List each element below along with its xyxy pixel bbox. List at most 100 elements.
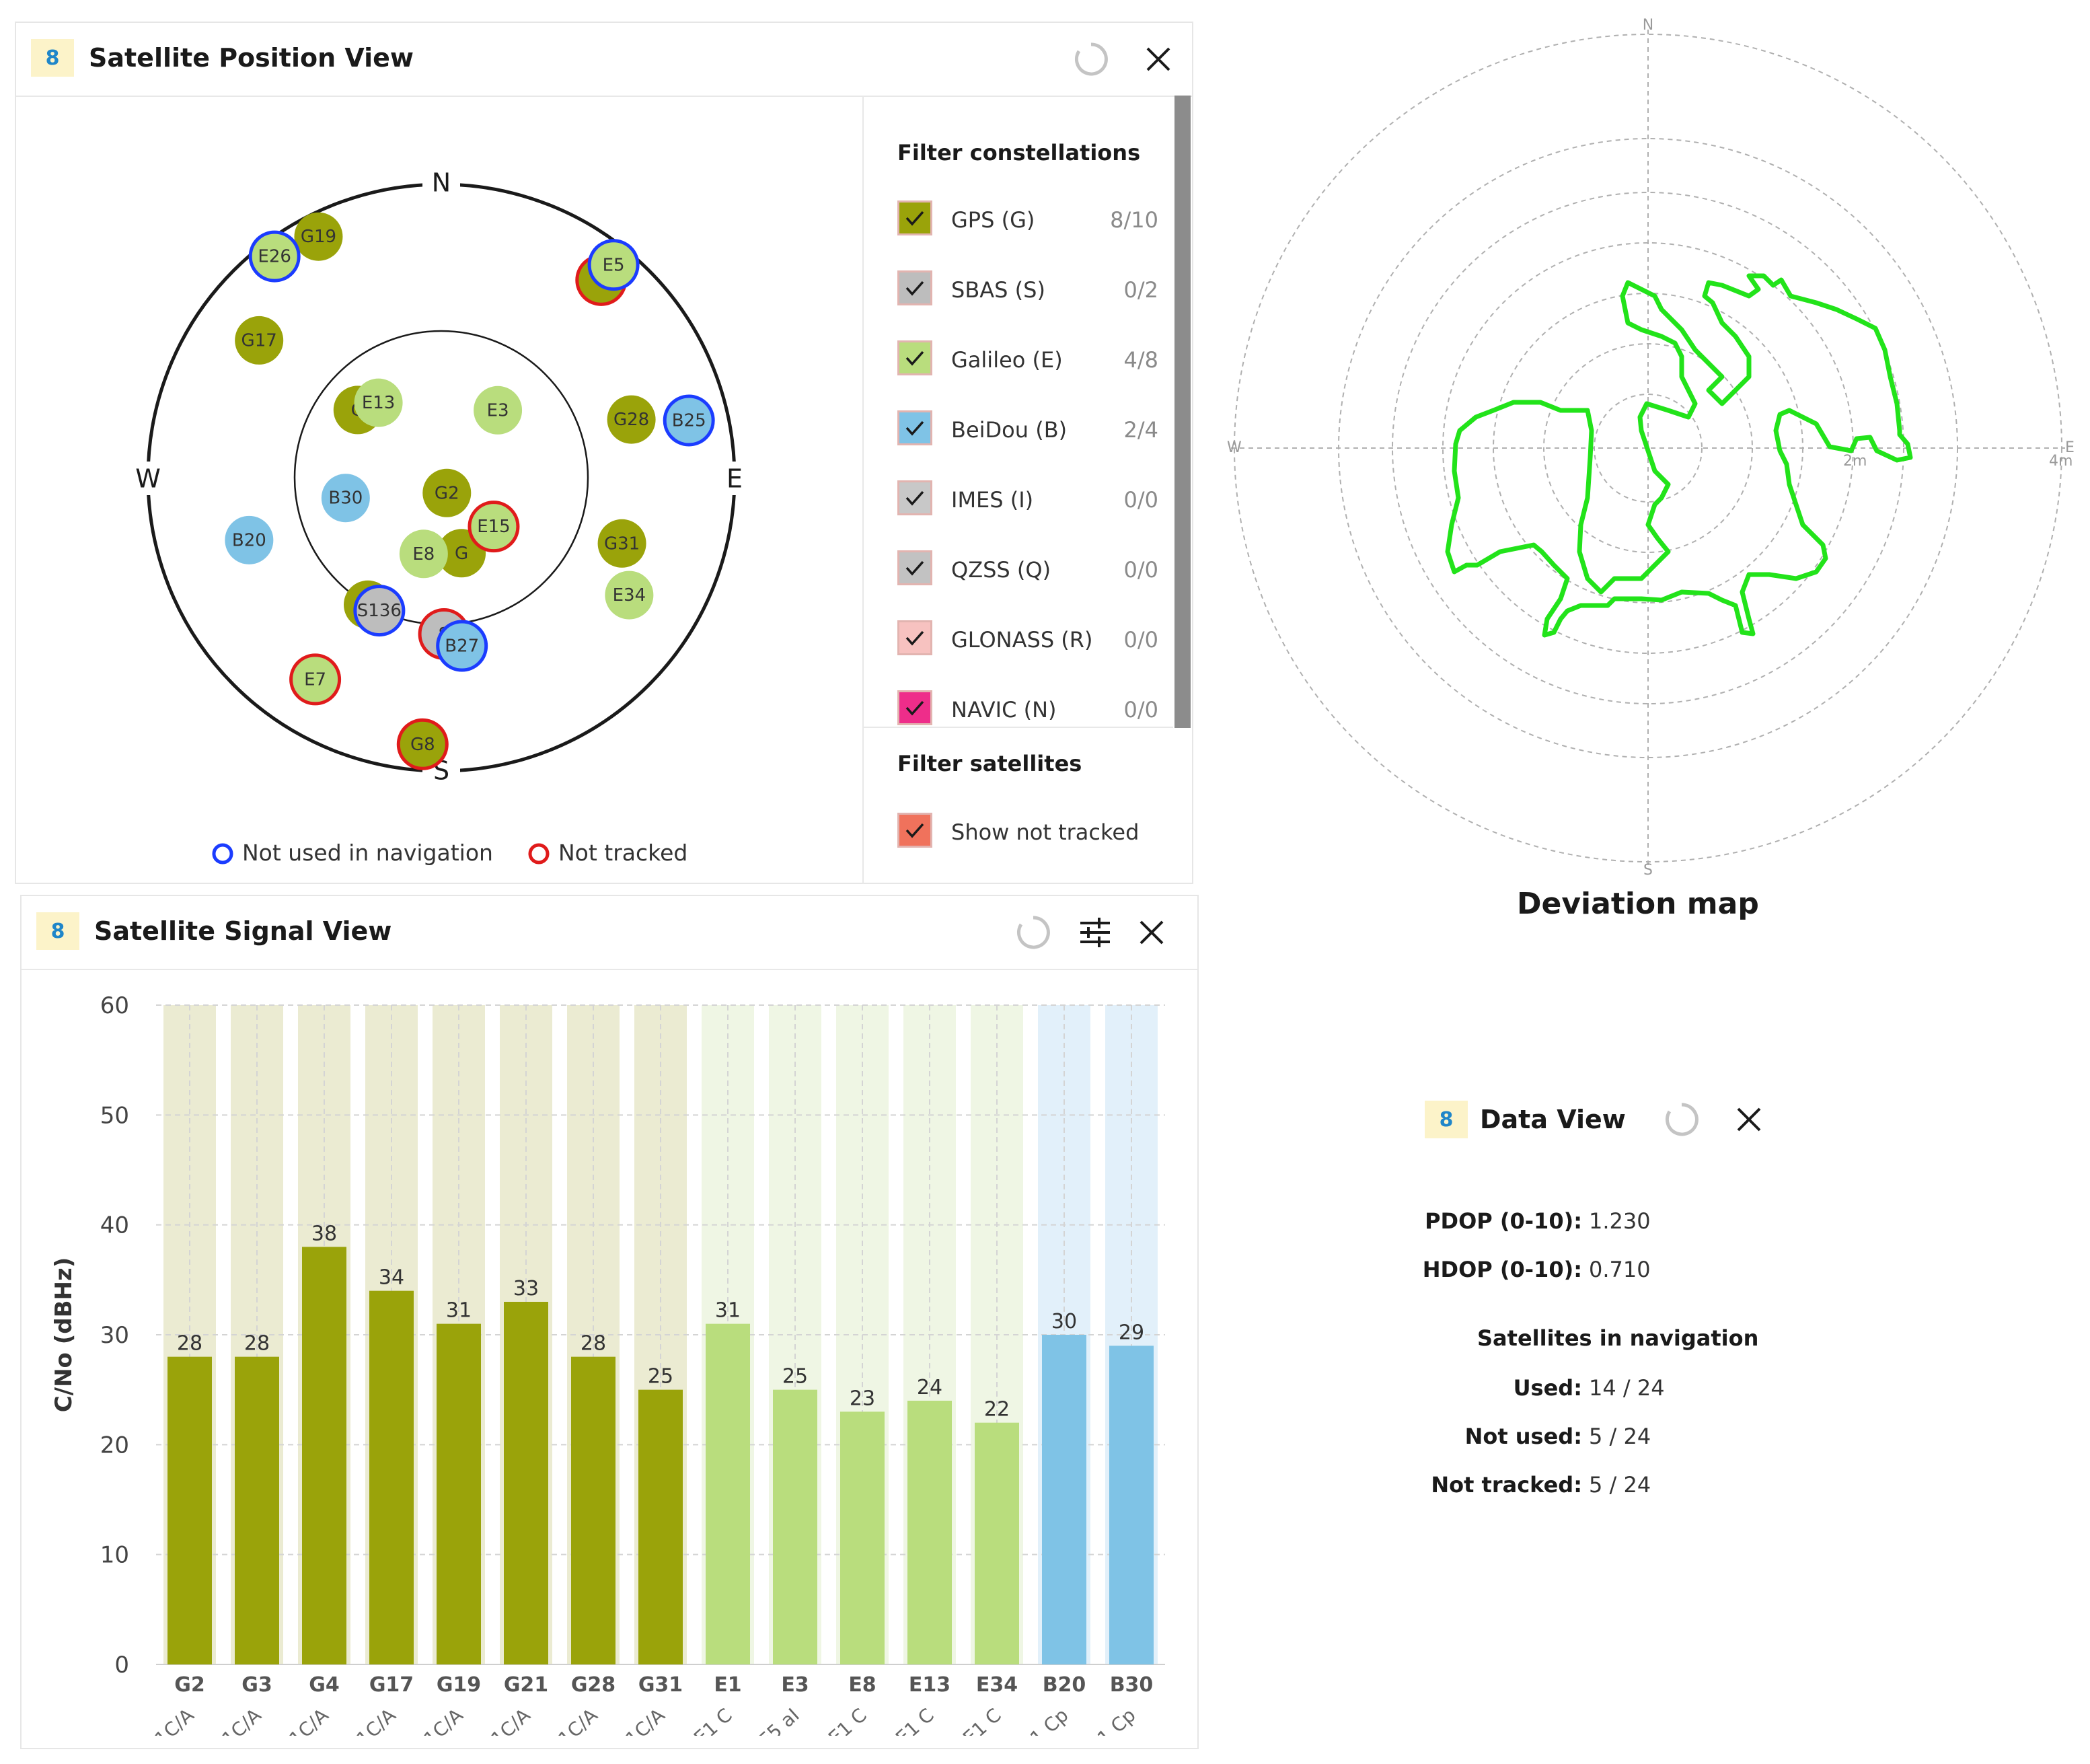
signal-bar[interactable] — [235, 1356, 279, 1664]
close-icon[interactable] — [1138, 39, 1179, 79]
constellation-filter-row[interactable]: Galileo (E) 4/8 — [864, 336, 1173, 383]
constellation-count: 0/0 — [1123, 697, 1159, 723]
satellite-marker[interactable]: G17 — [235, 316, 284, 365]
bar-value-label: 31 — [446, 1299, 472, 1323]
signal-bar[interactable] — [167, 1356, 212, 1664]
constellation-label: Galileo (E) — [951, 347, 1063, 373]
constellation-checkbox[interactable] — [897, 690, 932, 725]
constellation-filter-row[interactable]: GLONASS (R) 0/0 — [864, 616, 1173, 663]
used-label: Used: — [1513, 1375, 1582, 1401]
satellite-marker[interactable]: E7 — [289, 653, 342, 706]
close-icon[interactable] — [1729, 1099, 1769, 1140]
show-not-tracked-toggle[interactable]: Show not tracked — [864, 809, 1173, 856]
x-tick-label: G31 — [638, 1673, 683, 1697]
x-tick-label: G21 — [504, 1673, 548, 1697]
satellite-label: E8 — [412, 544, 435, 564]
satellite-marker[interactable]: G2 — [422, 468, 472, 517]
satellite-dot — [396, 718, 449, 770]
constellation-checkbox[interactable] — [897, 620, 932, 655]
panel-header: 8 Satellite Position View — [16, 23, 1192, 97]
signal-bar[interactable] — [571, 1356, 615, 1664]
used-value: 14 / 24 — [1589, 1375, 1665, 1401]
refresh-icon[interactable] — [1013, 912, 1053, 953]
x-tick-label: E3 — [781, 1673, 809, 1697]
signal-bar[interactable] — [1109, 1346, 1154, 1664]
satellite-marker[interactable]: E8 — [399, 529, 448, 579]
satellite-marker[interactable]: E26 — [248, 230, 301, 283]
satellite-marker[interactable]: S136 — [353, 585, 406, 637]
signal-bar[interactable] — [369, 1290, 414, 1664]
satellite-marker[interactable]: G19 — [294, 212, 343, 261]
widget-badge: 8 — [36, 912, 79, 950]
signal-bar[interactable] — [975, 1422, 1019, 1664]
deviation-ring-label-2m: 2m — [1843, 453, 1867, 470]
constellation-checkbox[interactable] — [897, 200, 932, 235]
satellite-marker[interactable]: E34 — [605, 571, 654, 620]
constellation-filter-row[interactable]: QZSS (Q) 0/0 — [864, 546, 1173, 593]
satellite-marker[interactable]: G31 — [597, 519, 646, 568]
satellite-marker[interactable]: G8 — [396, 718, 449, 770]
satellite-label: G19 — [301, 227, 336, 247]
satellite-marker[interactable]: E15 — [468, 501, 520, 553]
constellation-filter-row[interactable]: GPS (G) 8/10 — [864, 196, 1173, 244]
refresh-icon[interactable] — [1662, 1099, 1702, 1140]
satellite-marker[interactable]: E3 — [474, 385, 523, 435]
satellite-marker[interactable]: B25 — [663, 394, 715, 447]
bar-value-label: 25 — [782, 1365, 808, 1389]
bar-value-label: 29 — [1119, 1321, 1144, 1344]
signal-bar[interactable] — [840, 1411, 885, 1664]
constellation-checkbox[interactable] — [897, 410, 932, 445]
signal-bar[interactable] — [706, 1323, 750, 1664]
constellation-checkbox[interactable] — [897, 270, 932, 305]
satellite-dot — [607, 395, 656, 444]
constellation-checkbox[interactable] — [897, 550, 932, 585]
satellite-label: E3 — [487, 400, 509, 420]
signal-type-label: L1C/A — [344, 1704, 400, 1736]
satellites-in-navigation-title: Satellites in navigation — [1477, 1325, 1759, 1351]
satellite-label: B27 — [445, 636, 479, 657]
deviation-ring-label-4m: 4m — [2049, 453, 2073, 470]
satellite-marker[interactable]: G28 — [607, 395, 656, 444]
satellite-marker[interactable]: E13 — [354, 378, 403, 427]
x-tick-label: G2 — [174, 1673, 205, 1697]
filter-scrollbar[interactable] — [1174, 96, 1191, 728]
constellation-filter-row[interactable]: NAVIC (N) 0/0 — [864, 686, 1173, 733]
panel-header: 8 Satellite Signal View — [22, 896, 1197, 970]
x-tick-label: E8 — [848, 1673, 876, 1697]
signal-bar[interactable] — [773, 1389, 817, 1664]
constellation-count: 0/2 — [1123, 277, 1159, 303]
signal-bar[interactable] — [437, 1323, 481, 1664]
x-tick-label: G3 — [241, 1673, 272, 1697]
data-view: 8 Data View PDOP (0-10): 1.230 HDOP (0-1… — [1413, 1090, 1789, 1520]
constellation-filter-row[interactable]: IMES (I) 0/0 — [864, 476, 1173, 523]
show-not-tracked-checkbox[interactable] — [897, 813, 932, 848]
satellite-dot — [235, 316, 284, 365]
signal-type-label: B1 Cp — [1084, 1704, 1140, 1736]
refresh-icon[interactable] — [1071, 39, 1111, 79]
constellation-filter-row[interactable]: BeiDou (B) 2/4 — [864, 406, 1173, 453]
satellite-marker[interactable]: B30 — [321, 474, 370, 523]
filter-satellites-title: Filter satellites — [897, 751, 1082, 776]
satellite-label: E26 — [258, 247, 291, 267]
satellite-dot — [399, 529, 448, 579]
constellation-checkbox[interactable] — [897, 340, 932, 375]
satellite-marker[interactable]: B27 — [436, 620, 488, 672]
satellite-dot — [587, 239, 640, 291]
settings-sliders-icon[interactable] — [1075, 912, 1115, 953]
signal-bar[interactable] — [504, 1302, 548, 1664]
signal-bar[interactable] — [907, 1401, 952, 1664]
blue-ring-icon — [212, 843, 233, 865]
close-icon[interactable] — [1131, 912, 1172, 953]
signal-bar[interactable] — [638, 1389, 683, 1664]
constellation-checkbox[interactable] — [897, 480, 932, 515]
satellite-marker[interactable]: B20 — [225, 515, 274, 564]
satellite-marker[interactable]: E5 — [587, 239, 640, 291]
signal-bar[interactable] — [1042, 1335, 1086, 1664]
constellation-label: BeiDou (B) — [951, 417, 1068, 443]
bar-value-label: 34 — [379, 1266, 404, 1290]
constellation-filter-row[interactable]: SBAS (S) 0/2 — [864, 266, 1173, 314]
bar-value-label: 22 — [984, 1398, 1010, 1422]
deviation-map: N S W E 2m 4m — [1227, 17, 2075, 879]
satellite-dot — [597, 519, 646, 568]
signal-bar[interactable] — [302, 1247, 346, 1664]
